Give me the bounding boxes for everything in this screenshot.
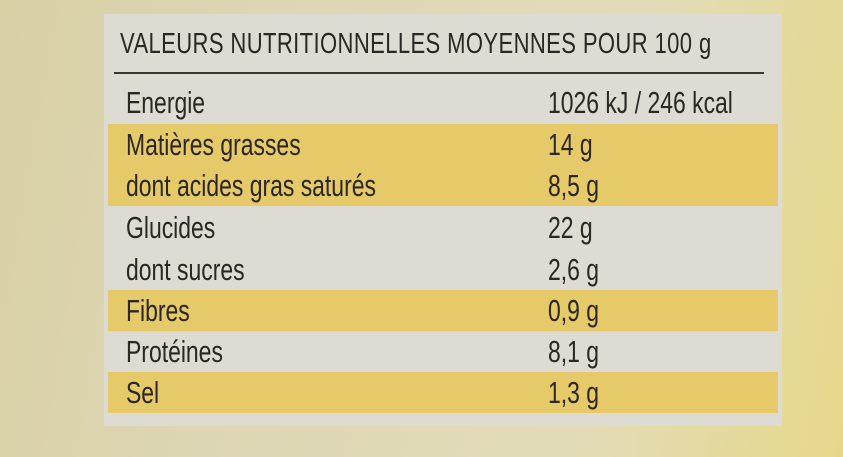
nutrient-value: 8,1 g [548,334,600,369]
nutrition-row: dont acides gras saturés 8,5 g [108,165,778,206]
nutrient-name: Fibres [126,293,190,328]
title-rule [114,72,764,74]
nutrition-row: Glucides 22 g [108,207,778,248]
nutrition-row: Matières grasses 14 g [108,124,778,165]
nutrition-panel: VALEURS NUTRITIONNELLES MOYENNES POUR 10… [104,14,782,426]
nutrient-name: dont acides gras saturés [126,168,376,203]
nutrition-row: Energie 1026 kJ / 246 kcal [108,82,778,123]
table-title: VALEURS NUTRITIONNELLES MOYENNES POUR 10… [120,28,712,60]
nutrient-name: Protéines [126,334,223,369]
nutrient-value: 14 g [548,127,593,162]
nutrient-value: 1,3 g [548,375,600,410]
nutrient-value: 22 g [548,210,593,245]
nutrient-name: Energie [126,85,206,120]
nutrient-value: 8,5 g [548,168,600,203]
nutrition-row: Sel 1,3 g [108,372,778,413]
nutrient-value: 0,9 g [548,293,600,328]
nutrition-row: Fibres 0,9 g [108,290,778,331]
nutrient-name: Glucides [126,210,216,245]
nutrition-row: Protéines 8,1 g [108,331,778,372]
nutrient-name: Sel [126,375,160,410]
nutrient-value: 1026 kJ / 246 kcal [548,85,733,120]
nutrient-name: Matières grasses [126,127,301,162]
nutrient-value: 2,6 g [548,252,600,287]
nutrition-row: dont sucres 2,6 g [108,249,778,290]
nutrient-name: dont sucres [126,252,245,287]
